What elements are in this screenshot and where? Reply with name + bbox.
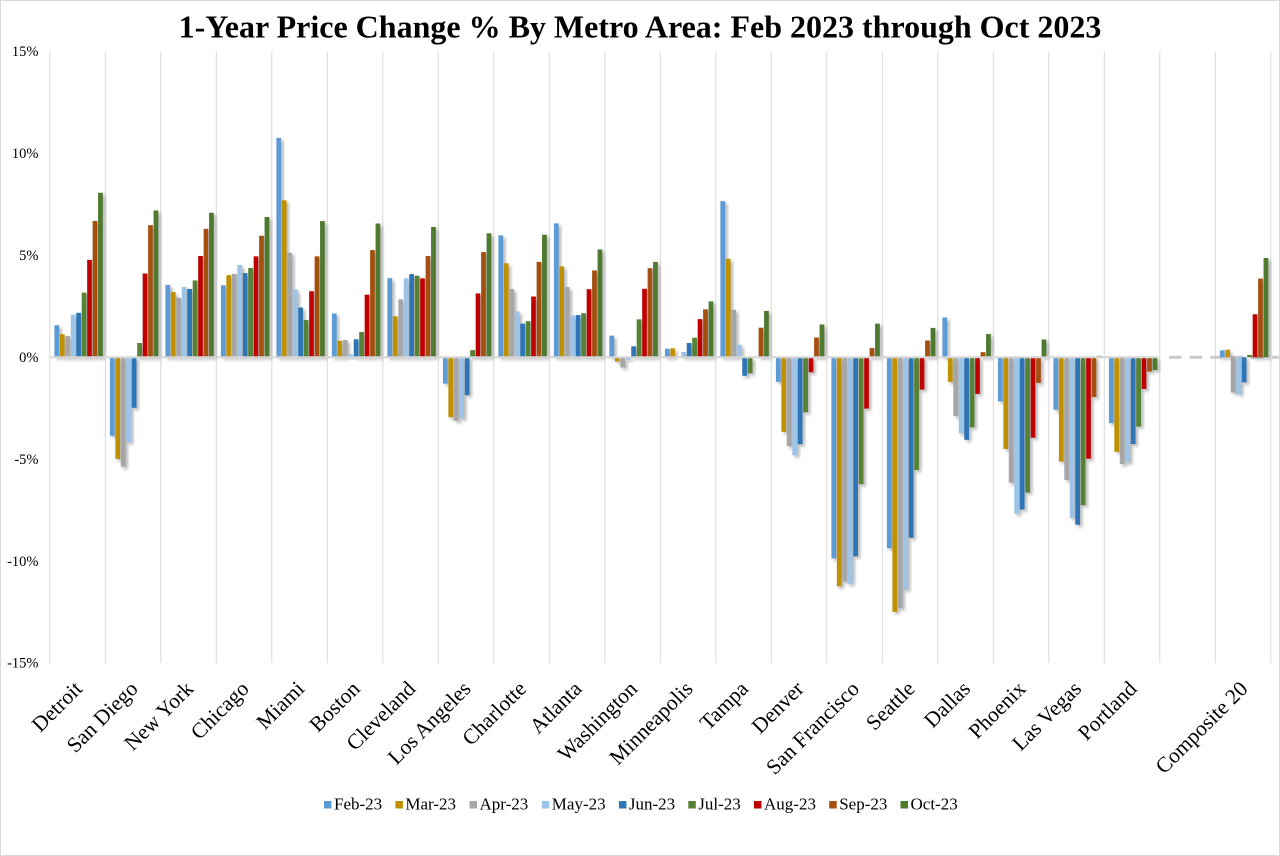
svg-text:Feb-23: Feb-23 [334,795,382,814]
svg-text:-5%: -5% [14,452,38,468]
svg-text:May-23: May-23 [552,795,606,814]
svg-text:Aug-23: Aug-23 [764,795,816,814]
svg-text:-15%: -15% [7,656,38,672]
svg-text:-10%: -10% [7,554,38,570]
svg-text:Mar-23: Mar-23 [405,795,456,814]
svg-text:Apr-23: Apr-23 [480,795,529,814]
svg-text:0%: 0% [19,350,38,366]
svg-text:Oct-23: Oct-23 [911,795,958,814]
svg-text:5%: 5% [19,248,38,264]
svg-text:15%: 15% [12,44,39,60]
svg-text:Jun-23: Jun-23 [629,795,675,814]
svg-text:1-Year Price Change % By Metro: 1-Year Price Change % By Metro Area: Feb… [179,9,1102,45]
svg-text:10%: 10% [12,146,39,162]
svg-text:Jul-23: Jul-23 [698,795,741,814]
svg-text:Sep-23: Sep-23 [839,795,887,814]
